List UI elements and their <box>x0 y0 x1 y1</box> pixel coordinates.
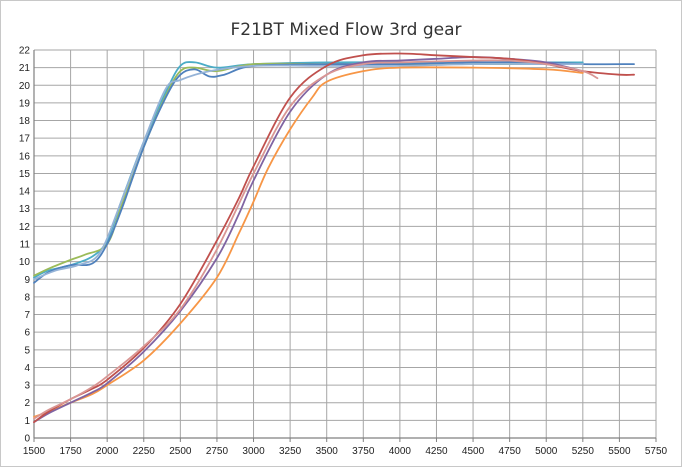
series-line-1 <box>33 61 584 279</box>
x-tick-label: 1750 <box>59 446 82 457</box>
x-tick-label: 2750 <box>206 446 229 457</box>
y-tick-label: 13 <box>19 204 31 215</box>
series-lines <box>33 52 635 424</box>
series-line-3 <box>33 61 635 284</box>
x-axis-tick-labels: 1500 1750 2000 2250 2500 2750 3000 3250 3500 3750… <box>23 446 668 457</box>
y-tick-label: 2 <box>24 398 30 409</box>
x-tick-label: 4750 <box>499 446 522 457</box>
x-tick-label: 2000 <box>96 446 119 457</box>
y-tick-label: 10 <box>19 257 31 268</box>
chart-title: F21BT Mixed Flow 3rd gear <box>230 20 461 40</box>
x-tick-label: 5750 <box>645 446 668 457</box>
x-tick-label: 2500 <box>169 446 192 457</box>
x-tick-label: 3250 <box>279 446 302 457</box>
y-tick-label: 7 <box>24 310 30 321</box>
x-tick-label: 4250 <box>425 446 448 457</box>
y-tick-label: 0 <box>24 434 30 445</box>
x-tick-label: 4000 <box>389 446 412 457</box>
y-tick-label: 3 <box>24 381 30 392</box>
y-tick-label: 20 <box>19 81 31 92</box>
x-tick-label: 2250 <box>133 446 156 457</box>
y-tick-label: 12 <box>19 222 31 233</box>
y-tick-label: 11 <box>20 240 31 251</box>
y-tick-label: 8 <box>24 292 30 303</box>
axes <box>33 50 657 442</box>
gridlines <box>33 49 657 439</box>
y-tick-label: 19 <box>19 98 31 109</box>
y-tick-label: 17 <box>19 134 31 145</box>
series-line-8 <box>33 59 599 420</box>
y-tick-label: 22 <box>19 46 31 57</box>
y-tick-label: 15 <box>19 169 31 180</box>
x-tick-label: 3000 <box>242 446 265 457</box>
y-tick-label: 4 <box>24 363 30 374</box>
y-tick-label: 9 <box>24 275 30 286</box>
x-tick-label: 1500 <box>23 446 46 457</box>
series-line-7 <box>33 52 635 424</box>
y-tick-label: 18 <box>19 116 31 127</box>
y-tick-label: 6 <box>24 328 30 339</box>
x-tick-label: 4500 <box>462 446 485 457</box>
x-tick-label: 5000 <box>535 446 558 457</box>
y-tick-label: 16 <box>19 151 31 162</box>
y-tick-label: 21 <box>19 63 31 74</box>
series-line-4 <box>33 63 584 281</box>
x-tick-label: 3750 <box>352 446 375 457</box>
x-tick-label: 5250 <box>572 446 595 457</box>
x-tick-label: 5500 <box>608 446 631 457</box>
y-tick-label: 14 <box>19 187 31 198</box>
x-tick-label: 3500 <box>316 446 339 457</box>
series-line-5 <box>33 66 584 418</box>
y-tick-label: 1 <box>24 416 30 427</box>
y-tick-label: 5 <box>24 345 30 356</box>
